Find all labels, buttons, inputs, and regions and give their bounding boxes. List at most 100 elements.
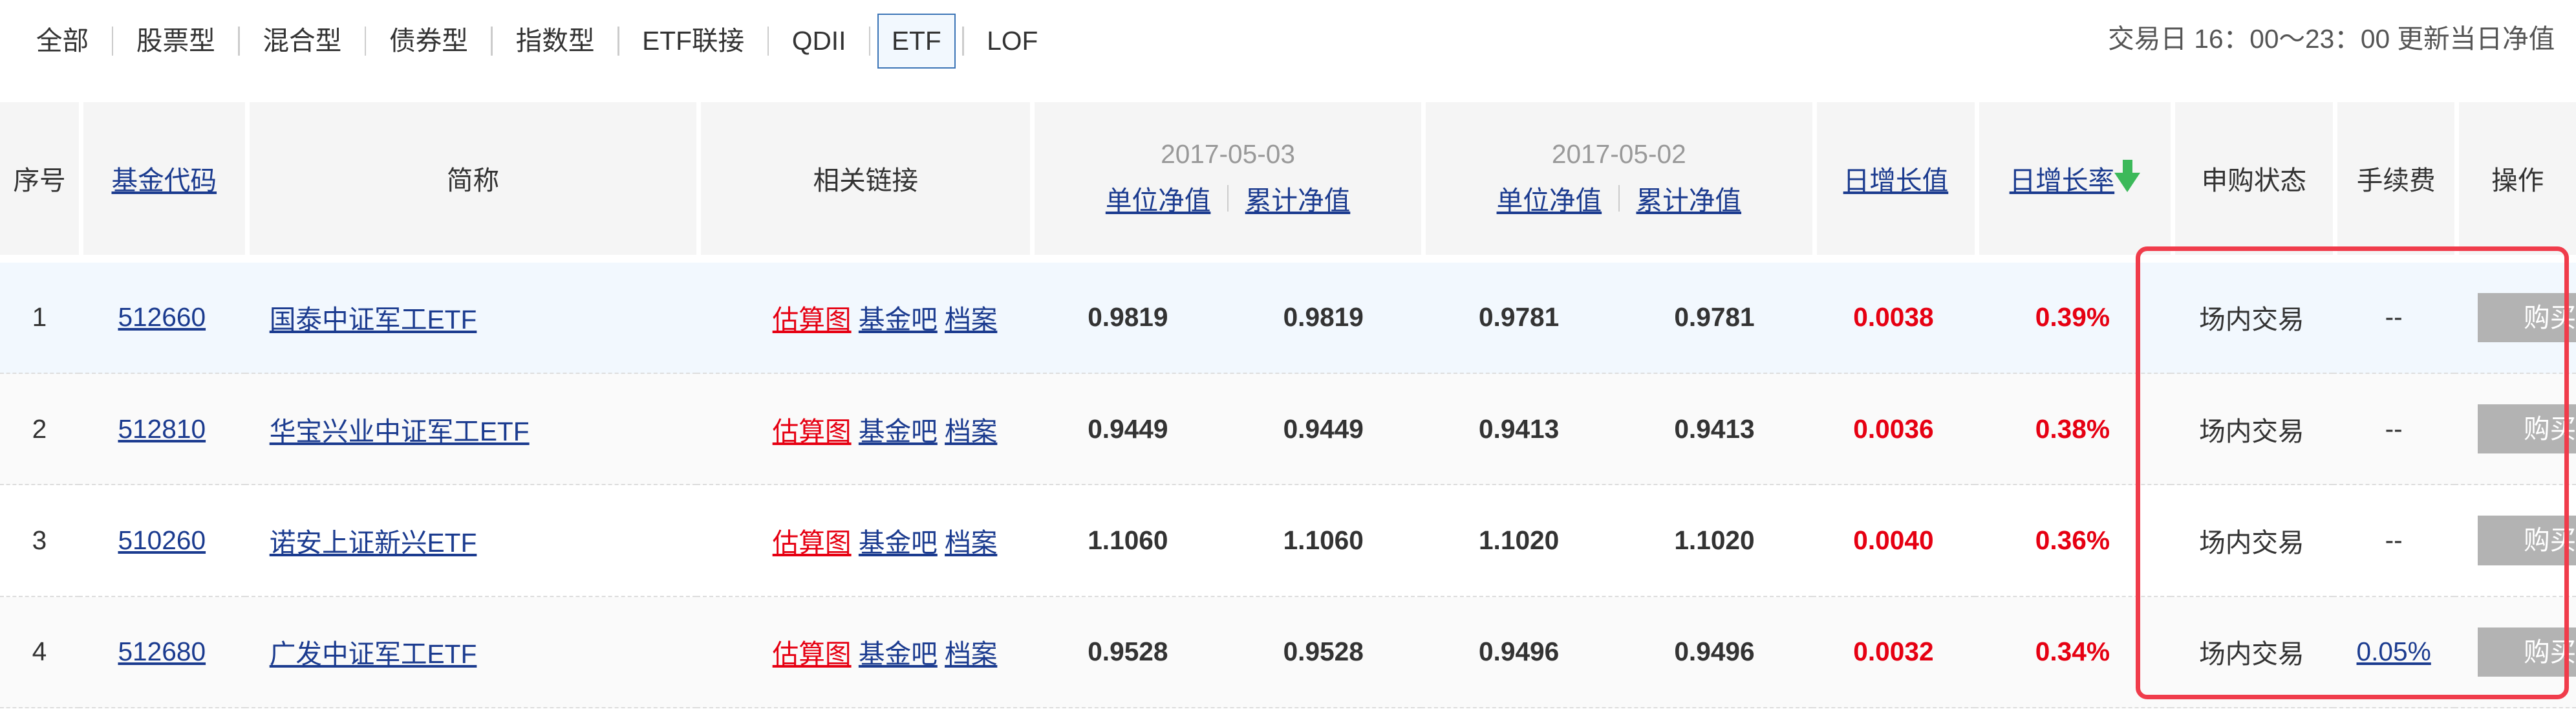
action-cell: 购买 — [2454, 485, 2576, 597]
row-index: 3 — [0, 485, 79, 597]
fund-code-link[interactable]: 510260 — [118, 525, 206, 555]
fund-type-tabs: 全部 股票型 混合型 债券型 指数型 ETF联接 QDII ETF LOF — [0, 13, 1055, 69]
fund-forum-link[interactable]: 基金吧 — [858, 305, 938, 335]
table-header: 序号 基金代码 简称 相关链接 2017-05-03 单位净值 累计净值 2017… — [0, 102, 2576, 255]
acc-nav-2: 0.9413 — [1674, 413, 1755, 444]
buy-button[interactable]: 购买 — [2477, 404, 2576, 454]
fee-link[interactable]: 0.05% — [2356, 637, 2431, 667]
fund-table: 序号 基金代码 简称 相关链接 2017-05-03 单位净值 累计净值 2017… — [0, 102, 2576, 708]
acc-nav-1: 1.1060 — [1283, 525, 1364, 555]
row-index: 1 — [0, 254, 79, 375]
tab-股票型[interactable]: 股票型 — [136, 25, 215, 56]
links-cell: 估算图 基金吧 档案 — [696, 374, 1031, 486]
links-cell: 估算图 基金吧 档案 — [696, 596, 1031, 708]
header-links: 相关链接 — [696, 102, 1031, 255]
fee-cell: -- — [2333, 254, 2455, 375]
tab-lof[interactable]: LOF — [987, 25, 1038, 56]
sort-code-link[interactable]: 基金代码 — [111, 166, 217, 196]
purchase-status: 场内交易 — [2170, 485, 2334, 597]
daily-rate: 0.38% — [1975, 374, 2171, 486]
fund-code-link[interactable]: 512660 — [118, 302, 206, 333]
archive-link[interactable]: 档案 — [945, 416, 998, 446]
fee-value: -- — [2385, 525, 2403, 555]
row-index: 4 — [0, 596, 79, 708]
tab-divider — [767, 26, 769, 56]
tab-债券型[interactable]: 债券型 — [389, 25, 468, 56]
fund-name-link[interactable]: 广发中证军工ETF — [269, 639, 477, 670]
header-daily-rate[interactable]: 日增长率 — [1975, 102, 2171, 255]
divider — [1227, 185, 1229, 212]
fund-name-link[interactable]: 诺安上证新兴ETF — [269, 527, 477, 558]
archive-link[interactable]: 档案 — [945, 527, 998, 558]
tab-divider — [111, 26, 114, 56]
fee-cell: 0.05% — [2333, 596, 2455, 708]
name-cell: 国泰中证军工ETF — [244, 254, 697, 375]
date2-nav: 0.9781 0.9781 — [1421, 254, 1812, 375]
acc-nav-2: 0.9781 — [1674, 302, 1755, 333]
sort-acc-nav-1[interactable]: 累计净值 — [1245, 186, 1351, 216]
header-code[interactable]: 基金代码 — [78, 102, 245, 255]
date1-nav: 0.9449 0.9449 — [1030, 374, 1421, 486]
tab-divider — [491, 26, 493, 56]
fund-forum-link[interactable]: 基金吧 — [858, 527, 938, 558]
code-cell: 512810 — [78, 374, 245, 486]
archive-link[interactable]: 档案 — [945, 305, 998, 335]
acc-nav-1: 0.9528 — [1283, 637, 1364, 667]
date2-label: 2017-05-02 — [1551, 139, 1686, 169]
archive-link[interactable]: 档案 — [945, 639, 998, 670]
fund-name-link[interactable]: 国泰中证军工ETF — [269, 305, 477, 335]
tab-etf联接[interactable]: ETF联接 — [642, 25, 745, 56]
buy-button[interactable]: 购买 — [2477, 516, 2576, 565]
sort-unit-nav-1[interactable]: 单位净值 — [1105, 186, 1211, 216]
fund-forum-link[interactable]: 基金吧 — [858, 639, 938, 670]
row-index: 2 — [0, 374, 79, 486]
tab-全部[interactable]: 全部 — [36, 25, 89, 56]
acc-nav-2: 0.9496 — [1674, 637, 1755, 667]
header-date2: 2017-05-02 单位净值 累计净值 — [1421, 102, 1812, 255]
purchase-status: 场内交易 — [2170, 596, 2334, 708]
buy-button[interactable]: 购买 — [2477, 627, 2576, 677]
buy-button[interactable]: 购买 — [2477, 292, 2576, 343]
tab-指数型[interactable]: 指数型 — [515, 25, 595, 56]
fund-code-link[interactable]: 512810 — [118, 413, 206, 444]
tab-qdii[interactable]: QDII — [791, 25, 846, 56]
code-cell: 510260 — [78, 485, 245, 597]
daily-rate: 0.36% — [1975, 485, 2171, 597]
links-cell: 估算图 基金吧 档案 — [696, 485, 1031, 597]
acc-nav-2: 1.1020 — [1674, 525, 1755, 555]
name-cell: 诺安上证新兴ETF — [244, 485, 697, 597]
estimate-chart-link[interactable]: 估算图 — [772, 527, 852, 558]
table-row: 3 510260 诺安上证新兴ETF 估算图 基金吧 档案 1.1060 1.10… — [0, 485, 2576, 597]
tab-etf[interactable]: ETF — [877, 13, 956, 69]
sort-daily-change[interactable]: 日增长值 — [1843, 166, 1949, 196]
code-cell: 512660 — [78, 254, 245, 375]
sort-unit-nav-2[interactable]: 单位净值 — [1496, 186, 1602, 216]
divider — [1618, 185, 1620, 212]
estimate-chart-link[interactable]: 估算图 — [772, 305, 852, 335]
update-note: 交易日 16：00～23：00 更新当日净值 — [2108, 24, 2555, 54]
fund-code-link[interactable]: 512680 — [118, 637, 206, 667]
estimate-chart-link[interactable]: 估算图 — [772, 639, 852, 670]
links-cell: 估算图 基金吧 档案 — [696, 254, 1031, 375]
tab-divider — [238, 26, 240, 56]
header-daily-change[interactable]: 日增长值 — [1812, 102, 1975, 255]
unit-nav-1: 1.1060 — [1088, 525, 1168, 555]
daily-change: 0.0036 — [1812, 374, 1975, 486]
tab-混合型[interactable]: 混合型 — [263, 25, 342, 56]
arrow-down-icon — [2114, 159, 2141, 192]
fund-name-link[interactable]: 华宝兴业中证军工ETF — [269, 416, 530, 446]
sort-acc-nav-2[interactable]: 累计净值 — [1636, 186, 1742, 216]
sort-daily-rate[interactable]: 日增长率 — [2009, 166, 2115, 196]
date1-nav: 1.1060 1.1060 — [1030, 485, 1421, 597]
estimate-chart-link[interactable]: 估算图 — [772, 416, 852, 446]
purchase-status: 场内交易 — [2170, 374, 2334, 486]
unit-nav-2: 0.9413 — [1478, 413, 1560, 444]
acc-nav-1: 0.9449 — [1283, 413, 1364, 444]
code-cell: 512680 — [78, 596, 245, 708]
unit-nav-2: 1.1020 — [1478, 525, 1560, 555]
daily-change: 0.0032 — [1812, 596, 1975, 708]
daily-change: 0.0038 — [1812, 254, 1975, 375]
fee-cell: -- — [2333, 374, 2455, 486]
fund-forum-link[interactable]: 基金吧 — [858, 416, 938, 446]
date1-nav: 0.9528 0.9528 — [1030, 596, 1421, 708]
